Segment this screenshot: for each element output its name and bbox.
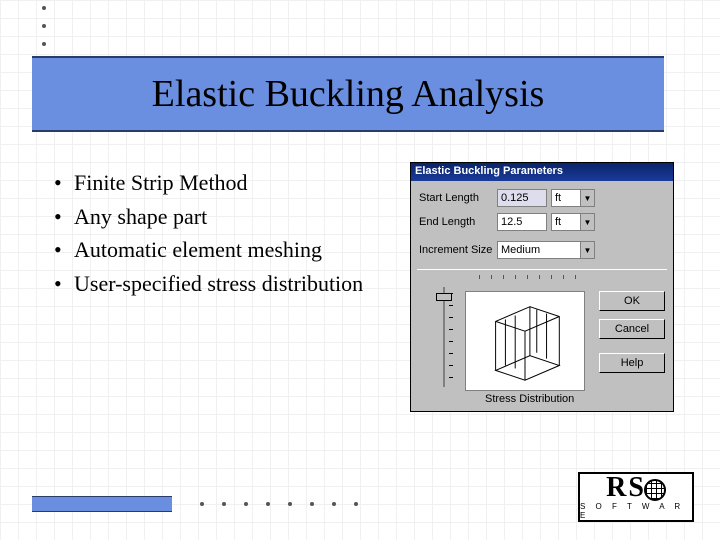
footer-accent-bar [32,496,172,512]
end-length-input[interactable]: 12.5 [497,213,547,231]
decorative-dots-top [42,6,46,60]
end-length-label: End Length [419,216,497,228]
globe-icon [644,479,666,501]
slider-thumb[interactable] [436,293,452,301]
stress-preview [465,291,585,391]
horizontal-slider-ticks [473,275,593,285]
rsg-logo: RS S O F T W A R E [578,472,694,522]
increment-label: Increment Size [419,244,497,256]
ok-button[interactable]: OK [599,291,665,311]
dialog-title-bar: Elastic Buckling Parameters [411,163,673,181]
bullet-list: Finite Strip Method Any shape part Autom… [54,168,394,303]
chevron-down-icon: ▼ [580,190,594,206]
cancel-button[interactable]: Cancel [599,319,665,339]
help-button[interactable]: Help [599,353,665,373]
bullet-item: Automatic element meshing [54,235,394,265]
start-length-label: Start Length [419,192,497,204]
slide-title: Elastic Buckling Analysis [152,72,545,116]
start-length-unit-combo[interactable]: ft ▼ [551,189,595,207]
chevron-down-icon: ▼ [580,242,594,258]
divider [417,269,667,270]
start-length-input[interactable]: 0.125 [497,189,547,207]
bullet-item: User-specified stress distribution [54,269,394,299]
decorative-dots-bottom [200,502,358,506]
chevron-down-icon: ▼ [580,214,594,230]
stress-distribution-label: Stress Distribution [485,393,574,405]
bullet-item: Any shape part [54,202,394,232]
end-length-unit-combo[interactable]: ft ▼ [551,213,595,231]
bullet-item: Finite Strip Method [54,168,394,198]
increment-combo[interactable]: Medium ▼ [497,241,595,259]
title-bar: Elastic Buckling Analysis [32,56,664,132]
dialog-window: Elastic Buckling Parameters Start Length… [410,162,674,412]
vertical-slider[interactable] [425,283,465,393]
